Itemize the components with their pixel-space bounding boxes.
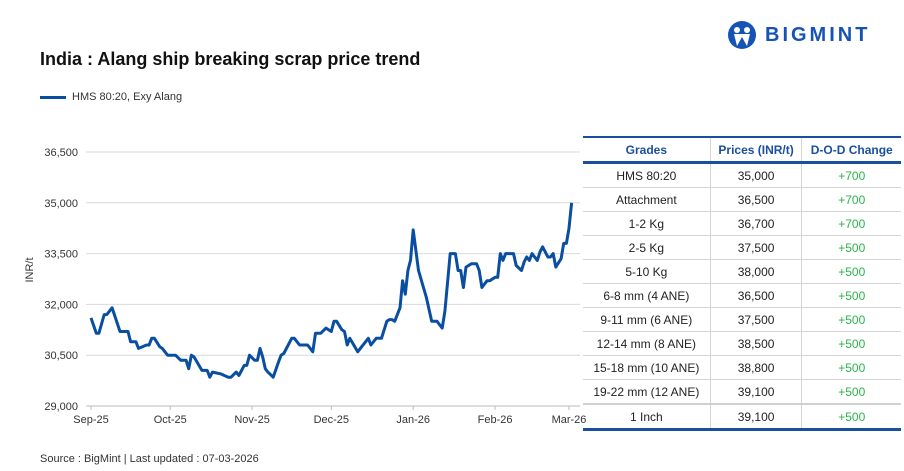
y-tick-label: 36,500 <box>44 147 78 159</box>
grades-price-table: Grades Prices (INR/t) D-O-D Change HMS 80:… <box>583 136 901 431</box>
legend: HMS 80:20, Exy Alang <box>40 91 182 103</box>
change-cell: +500 <box>801 235 901 260</box>
x-tick-label: Sep-25 <box>73 414 108 426</box>
price-cell: 38,000 <box>709 259 802 284</box>
series-line-hms-80-20 <box>89 202 574 379</box>
grade-cell: Attachment <box>583 187 711 212</box>
x-tick-label: Jan-26 <box>396 414 430 426</box>
change-cell: +500 <box>801 355 901 380</box>
table-row: 15-18 mm (10 ANE) 38,800 +500 <box>583 355 901 380</box>
y-tick-label: 35,000 <box>44 198 78 210</box>
change-cell: +700 <box>801 187 901 212</box>
table-header: Prices (INR/t) <box>709 136 802 164</box>
change-cell: +700 <box>801 211 901 236</box>
change-cell: +500 <box>801 259 901 284</box>
price-cell: 37,500 <box>709 307 802 332</box>
source-note: Source : BigMint | Last updated : 07-03-… <box>40 453 259 465</box>
grade-cell: 19-22 mm (12 ANE) <box>583 379 711 405</box>
change-cell: +500 <box>801 403 901 431</box>
change-cell: +500 <box>801 379 901 405</box>
y-tick-label: 33,500 <box>44 249 78 261</box>
table-row: HMS 80:20 35,000 +700 <box>583 162 901 188</box>
bigmint-logo: BIGMINT <box>727 20 870 50</box>
table-header: D-O-D Change <box>801 136 901 164</box>
table-row: 19-22 mm (12 ANE) 39,100 +500 <box>583 379 901 405</box>
logo-text: BIGMINT <box>765 23 871 46</box>
change-cell: +500 <box>801 283 901 308</box>
x-tick-label: Nov-25 <box>234 414 269 426</box>
grade-cell: 5-10 Kg <box>583 259 711 284</box>
grade-cell: HMS 80:20 <box>583 162 711 188</box>
price-cell: 38,500 <box>709 331 802 356</box>
x-tick-label: Dec-25 <box>314 414 349 426</box>
x-tick-label: Oct-25 <box>154 414 187 426</box>
table-row: 6-8 mm (4 ANE) 36,500 +500 <box>583 283 901 308</box>
y-tick-label: 30,500 <box>44 350 78 362</box>
change-cell: +500 <box>801 331 901 356</box>
change-cell: +500 <box>801 307 901 332</box>
chart-title: India : Alang ship breaking scrap price … <box>40 49 421 69</box>
table-header: Grades <box>583 136 711 164</box>
grade-cell: 9-11 mm (6 ANE) <box>583 307 711 332</box>
price-cell: 37,500 <box>709 235 802 260</box>
price-cell: 35,000 <box>709 162 802 188</box>
price-cell: 36,700 <box>709 211 802 236</box>
legend-swatch <box>40 95 66 99</box>
table-row: 12-14 mm (8 ANE) 38,500 +500 <box>583 331 901 356</box>
grade-cell: 1 Inch <box>583 403 711 431</box>
table-row: Attachment 36,500 +700 <box>583 187 901 212</box>
x-tick-label: Mar-26 <box>552 414 587 426</box>
table-row: 1 Inch 39,100 +500 <box>583 403 901 431</box>
bigmint-logo-icon <box>728 21 756 49</box>
table-row: 5-10 Kg 38,000 +500 <box>583 259 901 284</box>
price-cell: 39,100 <box>709 379 802 405</box>
y-tick-label: 29,000 <box>44 401 78 413</box>
legend-label: HMS 80:20, Exy Alang <box>72 91 183 103</box>
price-cell: 36,500 <box>709 283 802 308</box>
change-cell: +700 <box>801 162 901 188</box>
y-tick-label: 32,000 <box>44 299 78 311</box>
table-row: 9-11 mm (6 ANE) 37,500 +500 <box>583 307 901 332</box>
grade-cell: 2-5 Kg <box>583 235 711 260</box>
price-cell: 39,100 <box>709 403 802 431</box>
grade-cell: 1-2 Kg <box>583 211 711 236</box>
table-row: 2-5 Kg 37,500 +500 <box>583 235 901 260</box>
table-row: 1-2 Kg 36,700 +700 <box>583 211 901 236</box>
grade-cell: 6-8 mm (4 ANE) <box>583 283 711 308</box>
grade-cell: 12-14 mm (8 ANE) <box>583 331 711 356</box>
grade-cell: 15-18 mm (10 ANE) <box>583 355 711 380</box>
x-tick-label: Feb-26 <box>478 414 513 426</box>
price-cell: 38,800 <box>709 355 802 380</box>
price-cell: 36,500 <box>709 187 802 212</box>
y-axis-label: INR/t <box>24 257 36 282</box>
